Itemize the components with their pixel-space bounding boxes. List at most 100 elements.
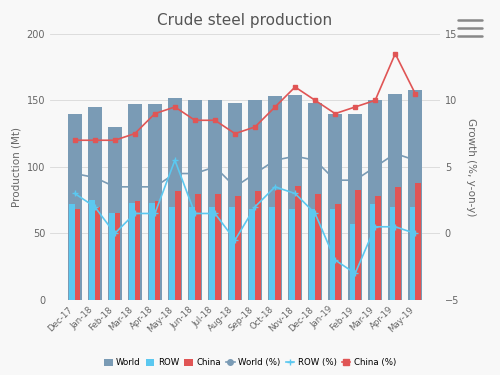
Bar — [390, 207, 395, 300]
World (%) — [112, 184, 118, 189]
ROW (%) — [312, 211, 318, 216]
China (%) — [232, 131, 238, 136]
ROW (%) — [212, 211, 218, 216]
Bar — [370, 204, 375, 300]
Bar — [74, 210, 80, 300]
Y-axis label: Production (Mt): Production (Mt) — [11, 127, 21, 207]
Bar — [109, 213, 115, 300]
Bar — [155, 201, 160, 300]
China (%) — [352, 105, 358, 109]
Bar — [190, 207, 195, 300]
Bar — [295, 186, 300, 300]
China (%) — [72, 138, 78, 142]
Bar — [148, 104, 162, 300]
ROW (%) — [192, 211, 198, 216]
World (%) — [372, 165, 378, 169]
Bar — [268, 96, 282, 300]
Bar — [89, 200, 95, 300]
Bar — [69, 204, 74, 300]
World (%) — [232, 184, 238, 189]
ROW (%) — [332, 258, 338, 262]
Bar — [308, 103, 322, 300]
China (%) — [372, 98, 378, 103]
ROW (%) — [412, 231, 418, 236]
Bar — [275, 189, 280, 300]
ROW (%) — [392, 225, 398, 229]
China (%) — [392, 51, 398, 56]
Bar — [129, 203, 135, 300]
China (%) — [132, 131, 138, 136]
Bar — [210, 207, 215, 300]
China (%) — [332, 111, 338, 116]
Bar — [168, 98, 182, 300]
China (%) — [112, 138, 118, 142]
Bar — [255, 191, 260, 300]
ROW (%) — [252, 204, 258, 209]
Bar — [170, 207, 175, 300]
ROW (%) — [372, 225, 378, 229]
Bar — [108, 127, 122, 300]
Bar — [95, 207, 100, 300]
Bar — [150, 203, 155, 300]
ROW (%) — [132, 211, 138, 216]
Bar — [215, 194, 220, 300]
ROW (%) — [292, 191, 298, 196]
World (%) — [192, 171, 198, 176]
World (%) — [72, 171, 78, 176]
Bar — [355, 189, 361, 300]
World (%) — [292, 154, 298, 159]
China (%) — [92, 138, 98, 142]
Bar — [368, 100, 382, 300]
Line: World (%): World (%) — [72, 151, 418, 189]
Bar — [68, 114, 82, 300]
World (%) — [212, 165, 218, 169]
Bar — [416, 183, 421, 300]
Bar — [230, 207, 235, 300]
Bar — [88, 107, 102, 300]
ROW (%) — [352, 271, 358, 276]
World (%) — [312, 158, 318, 162]
World (%) — [352, 178, 358, 182]
Title: Crude steel production: Crude steel production — [158, 13, 332, 28]
China (%) — [272, 105, 278, 109]
Bar — [395, 187, 401, 300]
Line: China (%): China (%) — [72, 51, 418, 142]
China (%) — [192, 118, 198, 123]
World (%) — [172, 171, 178, 176]
Bar — [115, 213, 120, 300]
Bar — [348, 114, 362, 300]
Bar — [135, 201, 140, 300]
Line: ROW (%): ROW (%) — [72, 157, 418, 277]
World (%) — [152, 184, 158, 189]
Legend: World, ROW, China, World (%), ROW (%), China (%): World, ROW, China, World (%), ROW (%), C… — [100, 355, 400, 371]
Bar — [175, 191, 180, 300]
Bar — [208, 100, 222, 300]
China (%) — [212, 118, 218, 123]
Bar — [248, 100, 262, 300]
ROW (%) — [152, 211, 158, 216]
Bar — [410, 207, 416, 300]
Bar — [315, 194, 320, 300]
Bar — [250, 210, 255, 300]
China (%) — [172, 105, 178, 109]
World (%) — [252, 171, 258, 176]
China (%) — [312, 98, 318, 103]
China (%) — [412, 92, 418, 96]
World (%) — [272, 158, 278, 162]
Bar — [288, 95, 302, 300]
ROW (%) — [272, 184, 278, 189]
Bar — [290, 210, 295, 300]
Bar — [235, 196, 240, 300]
ROW (%) — [112, 231, 118, 236]
Bar — [310, 210, 315, 300]
World (%) — [332, 178, 338, 182]
Bar — [330, 210, 335, 300]
World (%) — [392, 151, 398, 156]
World (%) — [92, 175, 98, 180]
China (%) — [292, 85, 298, 89]
Bar — [270, 207, 275, 300]
Bar — [328, 114, 342, 300]
Y-axis label: Growth (%, y-on-y): Growth (%, y-on-y) — [466, 118, 476, 216]
World (%) — [132, 184, 138, 189]
Bar — [228, 103, 242, 300]
